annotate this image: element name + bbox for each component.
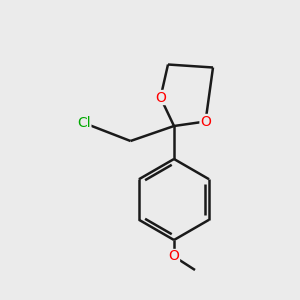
- Text: O: O: [200, 115, 211, 128]
- Text: Cl: Cl: [77, 116, 91, 130]
- Text: O: O: [155, 91, 166, 104]
- Text: O: O: [169, 250, 179, 263]
